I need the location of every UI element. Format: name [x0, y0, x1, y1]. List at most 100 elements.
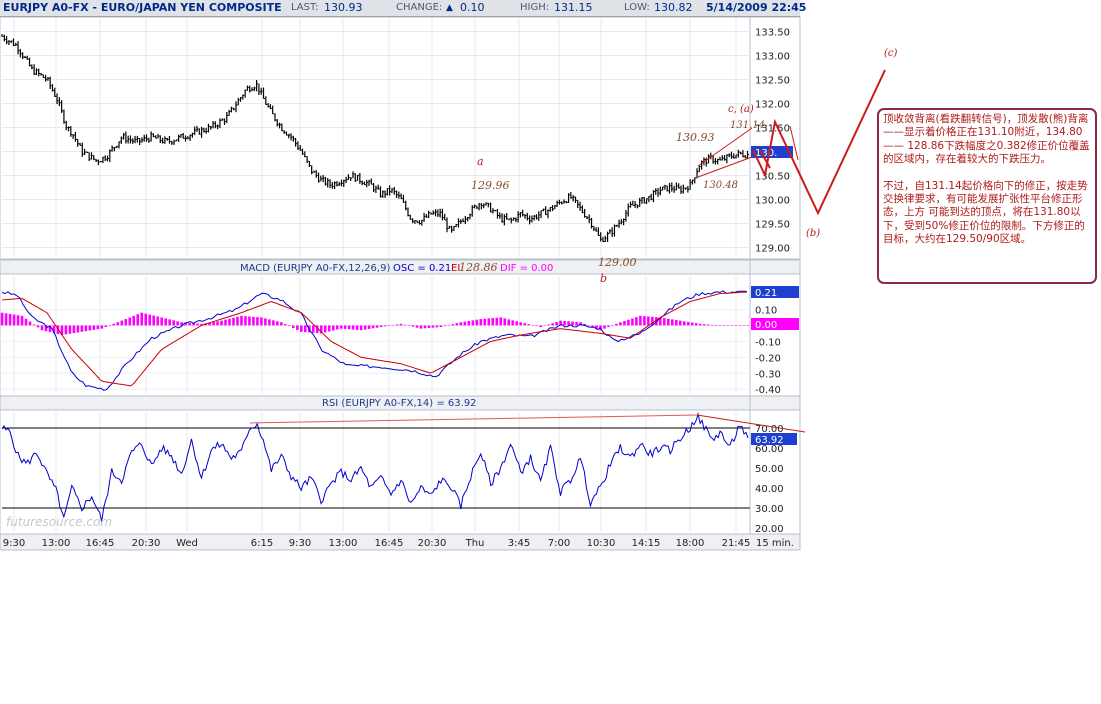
histogram-bar [4, 313, 8, 326]
histogram-bar [208, 322, 211, 326]
histogram-bar [100, 325, 104, 329]
histogram-bar [539, 325, 542, 328]
histogram-bar [714, 325, 718, 326]
histogram-bar [188, 322, 191, 326]
x-tick-label: 18:00 [676, 538, 705, 549]
histogram-bar [527, 324, 530, 326]
histogram-bar [96, 325, 100, 330]
histogram-bar [515, 321, 519, 326]
histogram-bar [495, 317, 499, 326]
histogram-bar [292, 325, 295, 328]
x-tick-label: 13:00 [329, 538, 358, 549]
price-y-tick: 129.50 [755, 219, 790, 230]
x-tick-label: 14:15 [632, 538, 661, 549]
histogram-bar [499, 317, 503, 326]
histogram-bar [746, 325, 750, 326]
histogram-bar [48, 325, 52, 333]
x-tick-label: 10:30 [587, 538, 616, 549]
histogram-bar [459, 322, 463, 326]
histogram-bar [631, 318, 634, 326]
price-y-tick: 133.50 [755, 27, 790, 38]
histogram-bar [375, 325, 379, 328]
histogram-bar [355, 325, 359, 330]
rsi-lines [1, 412, 750, 523]
histogram-bar [447, 325, 451, 326]
macd-osc-label: OSC = 0.21 [393, 263, 451, 274]
histogram-bar [303, 325, 307, 333]
histogram-bar [706, 324, 710, 326]
histogram-bar [415, 325, 419, 328]
histogram-bar [391, 325, 395, 326]
histogram-bar [547, 324, 550, 326]
histogram-bar [64, 325, 68, 335]
histogram-bar [44, 325, 48, 332]
histogram-bar [32, 324, 36, 326]
value-13114: 131.14 [730, 120, 765, 131]
x-tick-label: 16:45 [375, 538, 404, 549]
price-y-tick: 133.00 [755, 51, 790, 62]
x-tick-label: 7:00 [548, 538, 570, 549]
histogram-bar [619, 322, 622, 326]
histogram-bar [742, 325, 746, 326]
histogram-bar [68, 325, 72, 334]
rsi-tag-text: 63.92 [755, 435, 784, 446]
value-12900: 129.00 [598, 256, 637, 269]
upper-channel-line [697, 127, 753, 167]
price-y-tick: 129.00 [755, 243, 790, 254]
histogram-bar [567, 321, 570, 326]
histogram-bar [487, 318, 491, 326]
histogram-bar [124, 319, 128, 326]
macd-y-tick: -0.40 [755, 385, 781, 396]
note-paragraph-2: 不过，自131.14起价格向下的修正，按走势交换律要求，有可能发展扩张性平台修正… [883, 179, 1088, 246]
histogram-bar [331, 325, 335, 331]
histogram-bar [76, 325, 80, 333]
histogram-bar [531, 325, 534, 326]
histogram-bar [718, 325, 722, 326]
x-tick-label: 16:45 [86, 538, 115, 549]
histogram-bar [471, 320, 475, 326]
symbol-title: EURJPY A0-FX - EURO/JAPAN YEN COMPOSITE [3, 1, 282, 14]
wave-c-a-label: c, (a) [728, 104, 754, 115]
histogram-bar [595, 325, 598, 329]
wave-c-projection-label: (c) [884, 48, 898, 59]
histogram-bar [611, 325, 614, 326]
histogram-bar [579, 322, 582, 326]
change-label: CHANGE: [396, 2, 443, 13]
change-arrow-icon: ▲ [446, 3, 453, 13]
x-tick-label: Wed [176, 538, 198, 549]
histogram-bar [196, 323, 199, 326]
histogram-bar [112, 323, 116, 326]
histogram-bar [104, 325, 108, 328]
histogram-bar [483, 318, 487, 326]
grid-lines [2, 18, 750, 532]
macd-line [1, 290, 748, 391]
time-axis-labels: 9:30 13:00 16:45 20:30 Wed 6:15 9:30 13:00 16:45… [3, 538, 751, 549]
histogram-bar [284, 324, 287, 326]
histogram-bar [694, 323, 698, 326]
histogram-bar [240, 315, 243, 326]
price-last-tag-text: 130. [755, 148, 777, 159]
histogram-bar [216, 321, 219, 326]
last-value: 130.93 [324, 1, 363, 14]
histogram-bar [507, 319, 511, 326]
analysis-note-box: 顶收敛背离(看跌翻转信号)，顶发散(熊)背离 ——显示着价格正在131.10附近… [877, 108, 1097, 284]
x-tick-label: 20:30 [418, 538, 447, 549]
price-bars [1, 34, 750, 243]
macd-dif-label: DIF = 0.00 [500, 263, 553, 274]
histogram-bar [387, 325, 391, 326]
histogram-bar [363, 325, 367, 330]
histogram-bar [535, 325, 538, 327]
histogram-bar [280, 322, 283, 326]
histogram-bar [551, 323, 554, 326]
histogram-bar [299, 325, 303, 332]
histogram-bar [172, 320, 175, 326]
lower-channel-line [697, 156, 753, 178]
value-13093: 130.93 [676, 131, 715, 144]
histogram-bar [431, 325, 435, 328]
histogram-bar [411, 325, 415, 327]
low-value: 130.82 [654, 1, 693, 14]
histogram-bar [152, 315, 155, 326]
macd-y-tick: -0.30 [755, 369, 781, 380]
histogram-bar [244, 316, 247, 326]
